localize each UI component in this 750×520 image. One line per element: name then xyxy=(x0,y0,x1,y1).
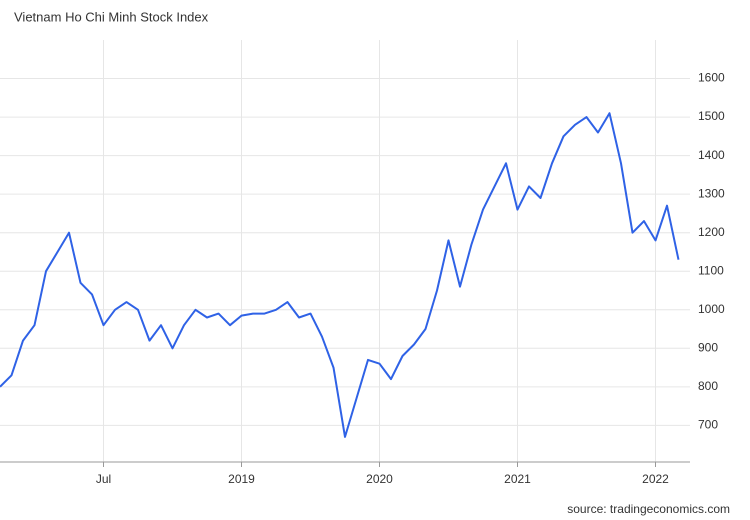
y-tick-label: 700 xyxy=(698,418,718,432)
x-tick-label: 2020 xyxy=(366,472,393,486)
x-tick-label: 2022 xyxy=(642,472,669,486)
chart-title: Vietnam Ho Chi Minh Stock Index xyxy=(14,9,209,24)
y-tick-label: 1300 xyxy=(698,186,725,200)
y-tick-label: 1500 xyxy=(698,109,725,123)
source: source: tradingeconomics.com xyxy=(567,502,730,516)
y-tick-label: 1400 xyxy=(698,148,725,162)
x-tick-label: 2021 xyxy=(504,472,531,486)
y-tick-label: 1100 xyxy=(698,263,724,277)
y-tick-label: 1200 xyxy=(698,225,725,239)
series-line xyxy=(0,112,680,438)
y-tick-label: 900 xyxy=(698,340,718,354)
x-tick-label: 2019 xyxy=(228,472,255,486)
y-tick-label: 1000 xyxy=(698,302,725,316)
y-tick-label: 800 xyxy=(698,379,718,393)
y-tick-label: 1600 xyxy=(698,71,725,85)
x-tick-label: Jul xyxy=(96,472,111,486)
